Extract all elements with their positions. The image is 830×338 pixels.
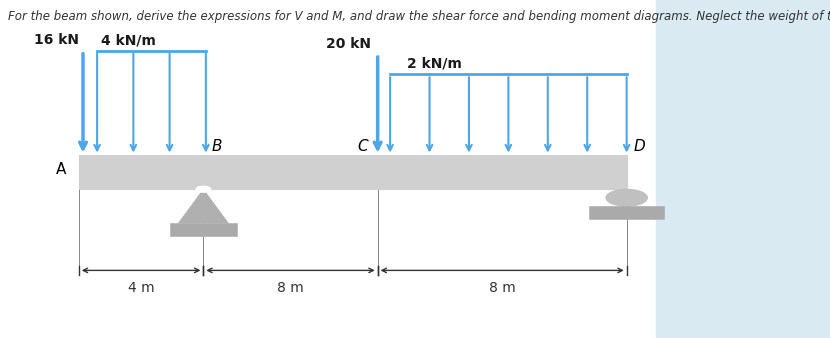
Text: D: D xyxy=(633,139,645,154)
Bar xyxy=(170,223,237,236)
Text: A: A xyxy=(56,162,66,176)
Text: 4 m: 4 m xyxy=(128,281,154,294)
Text: 4 kN/m: 4 kN/m xyxy=(101,33,156,47)
Text: 8 m: 8 m xyxy=(489,281,515,294)
Text: 16 kN: 16 kN xyxy=(34,33,79,47)
Text: C: C xyxy=(357,139,368,154)
Circle shape xyxy=(196,186,211,192)
Bar xyxy=(79,155,627,189)
Text: 20 kN: 20 kN xyxy=(326,37,371,51)
Polygon shape xyxy=(178,189,228,223)
Circle shape xyxy=(606,189,647,206)
Text: 8 m: 8 m xyxy=(277,281,304,294)
Text: B: B xyxy=(212,139,222,154)
Bar xyxy=(0,0,656,338)
Bar xyxy=(656,0,830,338)
Text: For the beam shown, derive the expressions for V and M, and draw the shear force: For the beam shown, derive the expressio… xyxy=(8,10,830,23)
Text: 2 kN/m: 2 kN/m xyxy=(407,57,461,71)
Bar xyxy=(589,206,664,219)
